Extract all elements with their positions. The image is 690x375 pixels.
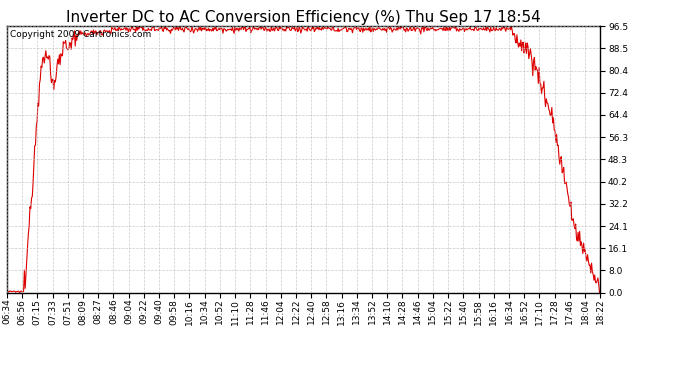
Text: Copyright 2009 Cartronics.com: Copyright 2009 Cartronics.com — [10, 30, 151, 39]
Title: Inverter DC to AC Conversion Efficiency (%) Thu Sep 17 18:54: Inverter DC to AC Conversion Efficiency … — [66, 10, 541, 25]
